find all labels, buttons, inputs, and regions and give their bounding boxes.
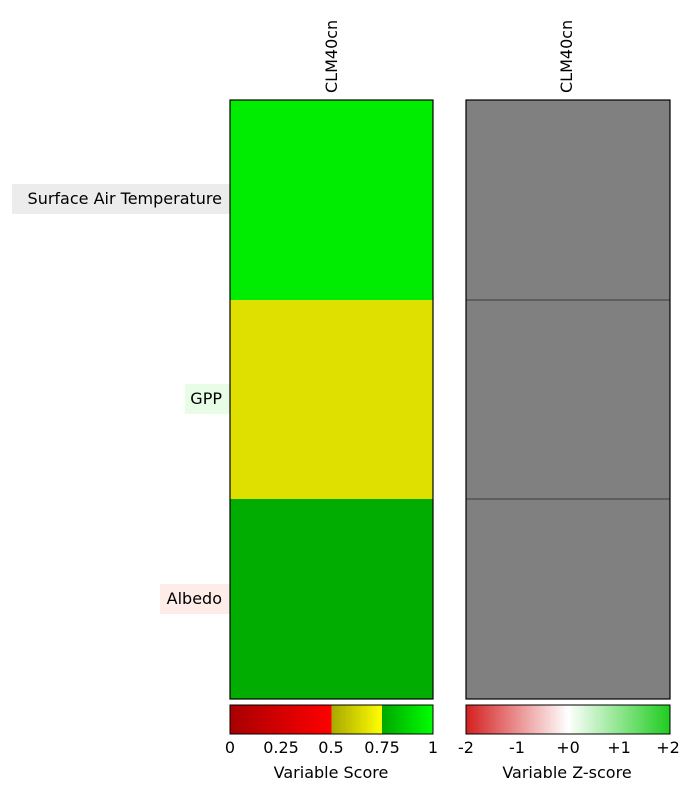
heatmap-cell[interactable]: [230, 300, 433, 499]
row-label-bg: [12, 184, 230, 214]
panel-frame: [229, 99, 434, 700]
colorbar-label: Variable Score: [274, 763, 389, 782]
colorbar-tick-label: 0.25: [263, 738, 299, 757]
row-label-bg: [160, 584, 230, 614]
heatmap-cell[interactable]: [466, 300, 670, 499]
colorbar-tick-label: 0: [225, 738, 235, 757]
colorbar-gradient: [465, 704, 671, 735]
colorbar-tick-label: 1: [428, 738, 438, 757]
colorbar-tick-label: +0: [556, 738, 580, 757]
row-label: GPP: [190, 389, 222, 408]
colorbar-label: Variable Z-score: [502, 763, 631, 782]
colorbar-tick-label: 0.75: [364, 738, 400, 757]
colorbar-tick-label: +2: [656, 738, 680, 757]
colorbar-tick-label: -2: [458, 738, 474, 757]
zscore-panel: CLM40cn: [465, 20, 671, 700]
colorbar-tick-label: +1: [607, 738, 631, 757]
column-label: CLM40cn: [322, 20, 341, 93]
heatmap-cell[interactable]: [466, 100, 670, 300]
heatmap-cell[interactable]: [230, 499, 433, 699]
zscore-colorbar: -2 -1 +0 +1 +2 Variable Z-score: [458, 704, 680, 782]
colorbar-gradient: [229, 704, 434, 735]
heatmap-cell[interactable]: [230, 100, 433, 300]
column-label: CLM40cn: [557, 20, 576, 93]
row-labels: Surface Air Temperature GPP Albedo: [12, 184, 230, 614]
colorbar-tick-label: 0.5: [318, 738, 343, 757]
score-colorbar: 0 0.25 0.5 0.75 1 Variable Score: [225, 704, 438, 782]
row-label: Albedo: [167, 589, 222, 608]
row-label-bg: [185, 384, 230, 414]
heatmap-cell[interactable]: [466, 499, 670, 699]
score-panel: CLM40cn: [229, 20, 434, 700]
panel-frame: [465, 99, 671, 700]
row-label: Surface Air Temperature: [28, 189, 222, 208]
colorbar-tick-label: -1: [509, 738, 525, 757]
